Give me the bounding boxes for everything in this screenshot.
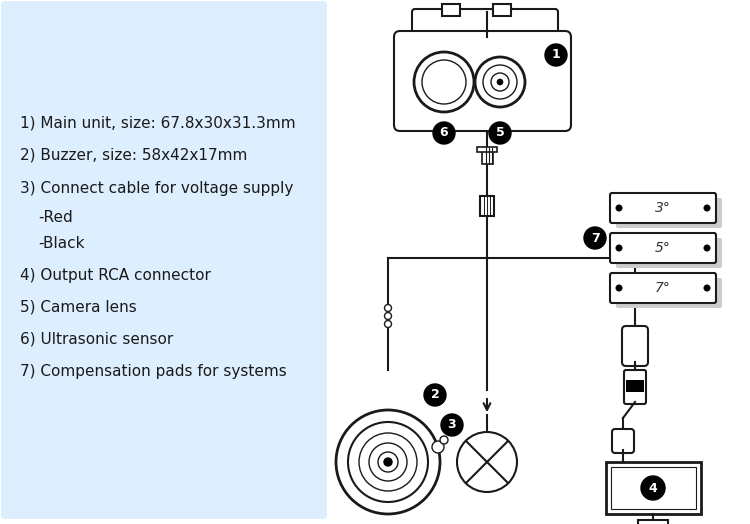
Bar <box>611 467 696 509</box>
FancyBboxPatch shape <box>610 193 716 223</box>
Circle shape <box>441 414 463 436</box>
FancyBboxPatch shape <box>610 273 716 303</box>
FancyBboxPatch shape <box>412 9 558 40</box>
Circle shape <box>616 285 622 291</box>
FancyBboxPatch shape <box>610 233 716 263</box>
Text: 6) Ultrasonic sensor: 6) Ultrasonic sensor <box>20 332 173 347</box>
Text: 5) Camera lens: 5) Camera lens <box>20 300 136 315</box>
Circle shape <box>378 452 398 472</box>
Text: 4: 4 <box>649 482 657 495</box>
Circle shape <box>704 285 710 291</box>
Text: 7°: 7° <box>655 281 671 295</box>
Text: 1: 1 <box>551 49 560 61</box>
Circle shape <box>432 441 444 453</box>
Text: 7: 7 <box>591 232 599 245</box>
Bar <box>482 148 493 164</box>
FancyBboxPatch shape <box>616 198 722 228</box>
Circle shape <box>440 436 448 444</box>
Text: -Red: -Red <box>38 210 73 225</box>
Text: 2) Buzzer, size: 58x42x17mm: 2) Buzzer, size: 58x42x17mm <box>20 148 248 163</box>
Bar <box>626 380 644 392</box>
Bar <box>638 520 668 524</box>
Circle shape <box>475 57 525 107</box>
Circle shape <box>457 432 517 492</box>
FancyBboxPatch shape <box>612 429 634 453</box>
Circle shape <box>422 60 466 104</box>
Circle shape <box>704 204 710 212</box>
Text: -Black: -Black <box>38 236 85 251</box>
Circle shape <box>385 321 392 328</box>
Circle shape <box>433 122 455 144</box>
Circle shape <box>491 73 509 91</box>
FancyBboxPatch shape <box>622 326 648 366</box>
Text: 2: 2 <box>430 388 439 401</box>
Text: 3) Connect cable for voltage supply: 3) Connect cable for voltage supply <box>20 181 293 196</box>
Circle shape <box>497 79 503 85</box>
Circle shape <box>584 227 606 249</box>
Text: 7) Compensation pads for systems: 7) Compensation pads for systems <box>20 364 286 379</box>
Text: 1) Main unit, size: 67.8x30x31.3mm: 1) Main unit, size: 67.8x30x31.3mm <box>20 115 296 130</box>
Bar <box>477 147 497 152</box>
Circle shape <box>483 65 517 99</box>
Circle shape <box>385 304 392 311</box>
Circle shape <box>545 44 567 66</box>
FancyBboxPatch shape <box>624 370 646 404</box>
Text: 5°: 5° <box>655 241 671 255</box>
FancyBboxPatch shape <box>1 1 327 519</box>
Circle shape <box>489 122 511 144</box>
Circle shape <box>424 384 446 406</box>
Text: 3: 3 <box>448 419 456 431</box>
Circle shape <box>359 433 417 491</box>
Circle shape <box>384 458 392 466</box>
FancyBboxPatch shape <box>616 238 722 268</box>
Circle shape <box>704 245 710 252</box>
Circle shape <box>385 312 392 320</box>
Text: 3°: 3° <box>655 201 671 215</box>
Text: 4) Output RCA connector: 4) Output RCA connector <box>20 268 211 283</box>
Text: 6: 6 <box>440 126 448 139</box>
Circle shape <box>641 476 665 500</box>
Text: 5: 5 <box>496 126 504 139</box>
FancyBboxPatch shape <box>616 278 722 308</box>
Circle shape <box>348 422 428 502</box>
Bar <box>493 4 511 16</box>
Circle shape <box>336 410 440 514</box>
FancyBboxPatch shape <box>394 31 571 131</box>
Circle shape <box>414 52 474 112</box>
Circle shape <box>616 245 622 252</box>
Bar <box>442 4 460 16</box>
Circle shape <box>369 443 407 481</box>
Bar <box>480 196 494 216</box>
Circle shape <box>616 204 622 212</box>
Bar <box>606 462 701 514</box>
